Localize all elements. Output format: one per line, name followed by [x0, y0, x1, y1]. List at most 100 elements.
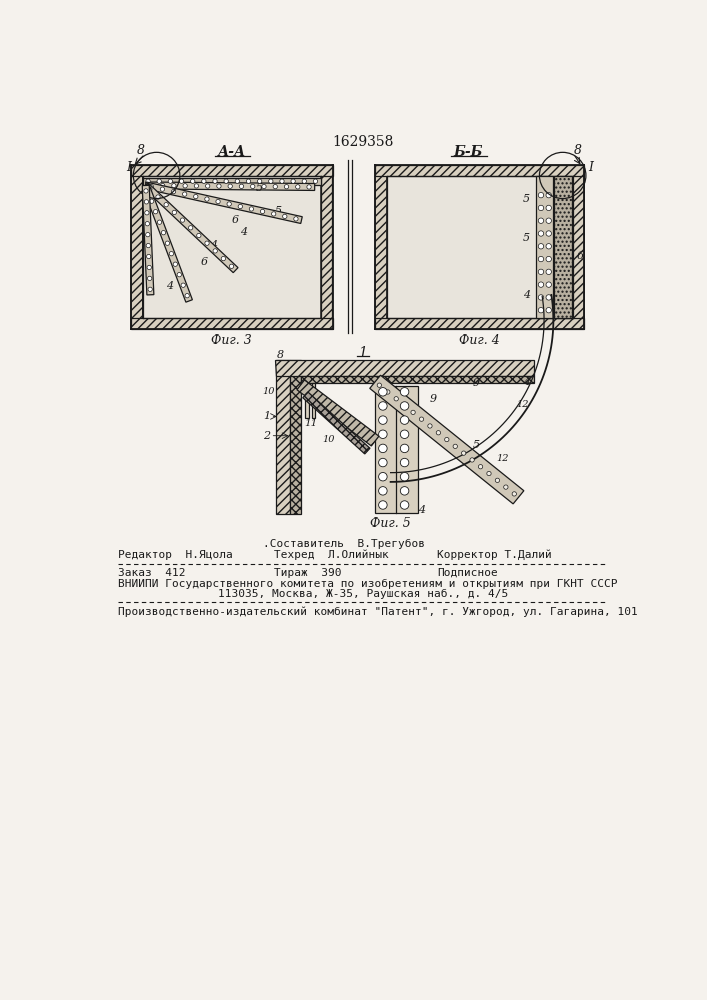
- Circle shape: [546, 256, 551, 262]
- Circle shape: [385, 390, 390, 394]
- Circle shape: [257, 179, 262, 183]
- Circle shape: [153, 210, 158, 214]
- Text: 113035, Москва, Ж-35, Раушская наб., д. 4/5: 113035, Москва, Ж-35, Раушская наб., д. …: [218, 589, 508, 599]
- Circle shape: [436, 431, 440, 435]
- Polygon shape: [131, 318, 332, 329]
- Circle shape: [538, 282, 544, 287]
- Circle shape: [238, 204, 243, 209]
- Circle shape: [145, 222, 149, 226]
- Circle shape: [180, 179, 184, 183]
- Polygon shape: [375, 386, 418, 513]
- Polygon shape: [146, 182, 315, 190]
- Text: .Составитель  В.Трегубов: .Составитель В.Трегубов: [263, 538, 425, 549]
- Polygon shape: [131, 165, 332, 176]
- Circle shape: [168, 179, 173, 183]
- Polygon shape: [131, 165, 143, 329]
- Text: 4: 4: [166, 281, 173, 291]
- Text: 10: 10: [322, 435, 335, 444]
- Circle shape: [538, 256, 544, 262]
- Circle shape: [228, 184, 233, 188]
- Circle shape: [181, 283, 185, 287]
- Circle shape: [147, 265, 151, 270]
- Circle shape: [411, 410, 415, 415]
- Polygon shape: [142, 184, 192, 302]
- Circle shape: [512, 492, 516, 496]
- Circle shape: [428, 424, 432, 428]
- Polygon shape: [276, 360, 290, 514]
- Circle shape: [379, 430, 387, 438]
- Circle shape: [402, 403, 407, 408]
- Polygon shape: [321, 165, 332, 329]
- Text: 6: 6: [577, 251, 584, 261]
- Text: 5: 5: [275, 206, 282, 216]
- Circle shape: [173, 262, 177, 266]
- Circle shape: [291, 179, 296, 183]
- Circle shape: [160, 183, 165, 188]
- Circle shape: [419, 417, 423, 421]
- Circle shape: [546, 205, 551, 211]
- Circle shape: [149, 183, 153, 188]
- Text: Техред  Л.Олийнык: Техред Л.Олийнык: [274, 550, 389, 560]
- Text: 6: 6: [232, 215, 239, 225]
- Circle shape: [173, 210, 177, 215]
- Circle shape: [379, 402, 387, 410]
- Circle shape: [503, 485, 508, 489]
- Polygon shape: [297, 380, 379, 446]
- Circle shape: [394, 397, 398, 401]
- Circle shape: [164, 203, 168, 207]
- Circle shape: [487, 471, 491, 476]
- Text: Заказ  412: Заказ 412: [118, 568, 185, 578]
- Circle shape: [146, 189, 150, 193]
- Circle shape: [144, 189, 148, 193]
- Circle shape: [400, 430, 409, 438]
- Polygon shape: [375, 318, 585, 329]
- Circle shape: [183, 184, 187, 188]
- Circle shape: [172, 184, 176, 188]
- Text: 12: 12: [516, 400, 529, 409]
- Text: 9: 9: [472, 378, 479, 388]
- Polygon shape: [142, 185, 154, 295]
- Text: 4: 4: [211, 240, 218, 250]
- Text: 5: 5: [255, 183, 262, 193]
- Circle shape: [182, 192, 187, 196]
- Circle shape: [148, 287, 152, 291]
- Circle shape: [538, 218, 544, 223]
- Circle shape: [224, 179, 228, 183]
- Circle shape: [546, 218, 551, 223]
- Text: 10: 10: [262, 387, 274, 396]
- Circle shape: [185, 294, 189, 298]
- Text: Б-Б: Б-Б: [453, 145, 483, 159]
- Circle shape: [294, 217, 298, 221]
- Circle shape: [201, 179, 206, 183]
- Circle shape: [379, 501, 387, 509]
- Circle shape: [453, 444, 457, 449]
- Text: ВНИИПИ Государственного комитета по изобретениям и открытиям при ГКНТ СССР: ВНИИПИ Государственного комитета по изоб…: [118, 579, 617, 589]
- Text: 4: 4: [522, 290, 530, 300]
- Text: 4: 4: [418, 505, 425, 515]
- Circle shape: [546, 282, 551, 287]
- Circle shape: [160, 187, 165, 191]
- Polygon shape: [145, 182, 303, 223]
- Text: I: I: [126, 161, 132, 174]
- Circle shape: [538, 192, 544, 198]
- Polygon shape: [305, 383, 309, 418]
- Polygon shape: [300, 376, 534, 383]
- Circle shape: [400, 402, 409, 410]
- Circle shape: [379, 487, 387, 495]
- Circle shape: [146, 232, 150, 237]
- Circle shape: [190, 179, 195, 183]
- Circle shape: [146, 254, 151, 259]
- Circle shape: [538, 307, 544, 313]
- Circle shape: [400, 487, 409, 495]
- Circle shape: [377, 383, 382, 387]
- Text: Фиг. 3: Фиг. 3: [211, 334, 252, 347]
- Text: 8: 8: [137, 144, 145, 157]
- Text: 11: 11: [304, 419, 317, 428]
- Circle shape: [400, 458, 409, 467]
- Text: 4: 4: [240, 227, 247, 237]
- Text: Подписное: Подписное: [437, 568, 498, 578]
- Circle shape: [206, 184, 210, 188]
- Circle shape: [213, 249, 217, 253]
- Circle shape: [213, 179, 217, 183]
- Circle shape: [273, 184, 277, 189]
